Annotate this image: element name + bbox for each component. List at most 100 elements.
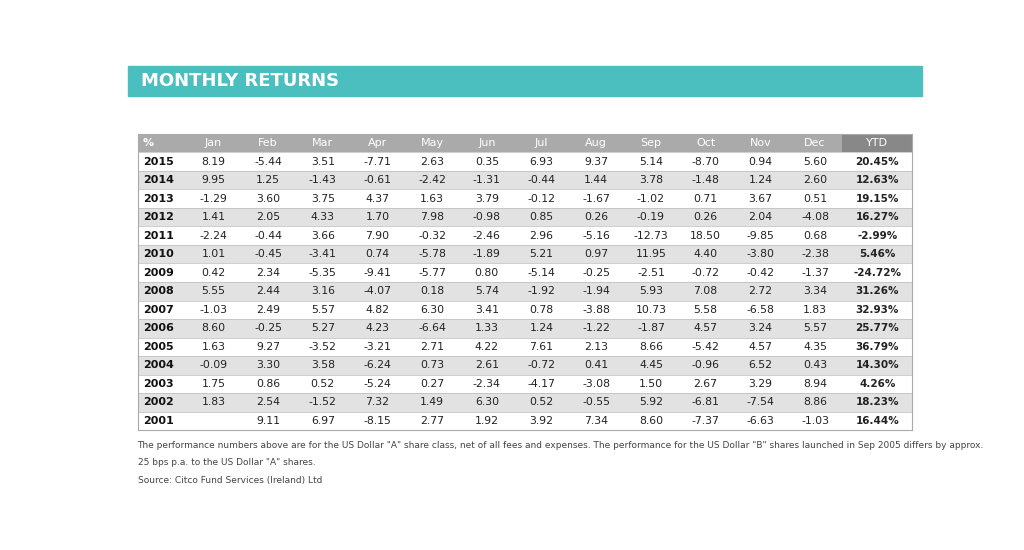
Text: 2.13: 2.13 [585, 342, 608, 352]
Text: 2.49: 2.49 [256, 305, 281, 315]
Text: 6.30: 6.30 [475, 398, 499, 408]
Bar [137, 319, 912, 338]
Text: 3.78: 3.78 [639, 175, 663, 185]
Text: 2.05: 2.05 [256, 212, 281, 222]
Text: -1.03: -1.03 [200, 305, 227, 315]
Text: -0.61: -0.61 [364, 175, 391, 185]
Text: 36.79%: 36.79% [855, 342, 899, 352]
Text: -2.24: -2.24 [200, 230, 227, 241]
Text: -3.88: -3.88 [583, 305, 610, 315]
Text: 16.44%: 16.44% [855, 416, 899, 426]
Text: -0.45: -0.45 [254, 249, 282, 259]
Text: 2009: 2009 [143, 268, 174, 278]
Text: 2006: 2006 [143, 323, 174, 333]
Bar [186, 134, 241, 152]
Text: -2.46: -2.46 [473, 230, 501, 241]
Text: 2012: 2012 [143, 212, 174, 222]
Bar [137, 208, 912, 227]
Text: Oct: Oct [696, 138, 716, 148]
Text: 5.92: 5.92 [639, 398, 663, 408]
Text: -1.22: -1.22 [583, 323, 610, 333]
Text: 3.34: 3.34 [803, 286, 827, 296]
Text: -4.07: -4.07 [364, 286, 391, 296]
Text: -2.34: -2.34 [473, 379, 501, 389]
Text: Mar: Mar [312, 138, 334, 148]
Text: 9.27: 9.27 [256, 342, 281, 352]
Text: -0.09: -0.09 [200, 360, 227, 370]
Text: 0.51: 0.51 [803, 194, 827, 204]
Bar [137, 282, 912, 300]
Text: 2.63: 2.63 [420, 157, 444, 167]
Text: -6.64: -6.64 [418, 323, 446, 333]
Text: -0.19: -0.19 [637, 212, 665, 222]
Text: 0.26: 0.26 [693, 212, 718, 222]
Text: -1.02: -1.02 [637, 194, 665, 204]
Text: 1.83: 1.83 [803, 305, 827, 315]
Text: -1.03: -1.03 [801, 416, 829, 426]
Text: 7.34: 7.34 [585, 416, 608, 426]
Text: -0.96: -0.96 [691, 360, 720, 370]
Text: 31.26%: 31.26% [855, 286, 899, 296]
Text: 3.67: 3.67 [749, 194, 772, 204]
Bar [624, 134, 678, 152]
Text: 0.94: 0.94 [749, 157, 772, 167]
Text: 3.66: 3.66 [310, 230, 335, 241]
Bar [137, 152, 912, 171]
Text: Source: Citco Fund Services (Ireland) Ltd: Source: Citco Fund Services (Ireland) Lt… [137, 476, 322, 485]
Text: 18.50: 18.50 [690, 230, 721, 241]
Text: -8.15: -8.15 [364, 416, 391, 426]
Text: 2.71: 2.71 [420, 342, 444, 352]
Text: -0.98: -0.98 [473, 212, 501, 222]
Text: 2015: 2015 [143, 157, 174, 167]
Text: -6.24: -6.24 [364, 360, 391, 370]
Text: 2.67: 2.67 [693, 379, 718, 389]
Text: -7.54: -7.54 [746, 398, 774, 408]
Text: 25 bps p.a. to the US Dollar "A" shares.: 25 bps p.a. to the US Dollar "A" shares. [137, 458, 315, 467]
Text: 2003: 2003 [143, 379, 174, 389]
Text: -3.80: -3.80 [746, 249, 774, 259]
Text: Sep: Sep [640, 138, 662, 148]
Text: 0.43: 0.43 [803, 360, 827, 370]
Text: 9.11: 9.11 [256, 416, 281, 426]
Text: 3.51: 3.51 [310, 157, 335, 167]
Text: -5.14: -5.14 [527, 268, 555, 278]
Bar [128, 66, 922, 96]
Bar [137, 134, 186, 152]
Text: Dec: Dec [804, 138, 825, 148]
Text: Aug: Aug [586, 138, 607, 148]
Text: 1.50: 1.50 [639, 379, 663, 389]
Text: -3.41: -3.41 [309, 249, 337, 259]
Text: -1.89: -1.89 [473, 249, 501, 259]
Bar [569, 134, 624, 152]
Text: -3.08: -3.08 [583, 379, 610, 389]
Text: 7.32: 7.32 [366, 398, 389, 408]
Bar [678, 134, 733, 152]
Bar [350, 134, 404, 152]
Text: 3.16: 3.16 [310, 286, 335, 296]
Text: 4.26%: 4.26% [859, 379, 895, 389]
Text: 2.61: 2.61 [475, 360, 499, 370]
Text: -0.72: -0.72 [527, 360, 556, 370]
Text: 0.18: 0.18 [420, 286, 444, 296]
Text: -5.35: -5.35 [309, 268, 337, 278]
Text: 2011: 2011 [143, 230, 174, 241]
Text: 16.27%: 16.27% [855, 212, 899, 222]
Text: 0.86: 0.86 [256, 379, 281, 389]
Text: -3.52: -3.52 [309, 342, 337, 352]
Text: -1.52: -1.52 [309, 398, 337, 408]
Text: -7.71: -7.71 [364, 157, 391, 167]
Bar [460, 134, 514, 152]
Text: 5.46%: 5.46% [859, 249, 895, 259]
Text: 0.73: 0.73 [420, 360, 444, 370]
Bar [137, 393, 912, 412]
Text: -1.92: -1.92 [527, 286, 555, 296]
Text: 2007: 2007 [143, 305, 174, 315]
Text: 2004: 2004 [143, 360, 174, 370]
Text: 8.86: 8.86 [803, 398, 827, 408]
Text: Jul: Jul [535, 138, 548, 148]
Bar [137, 245, 912, 263]
Text: -8.70: -8.70 [691, 157, 720, 167]
Text: 1.63: 1.63 [202, 342, 225, 352]
Text: -0.44: -0.44 [254, 230, 282, 241]
Text: 1.33: 1.33 [475, 323, 499, 333]
